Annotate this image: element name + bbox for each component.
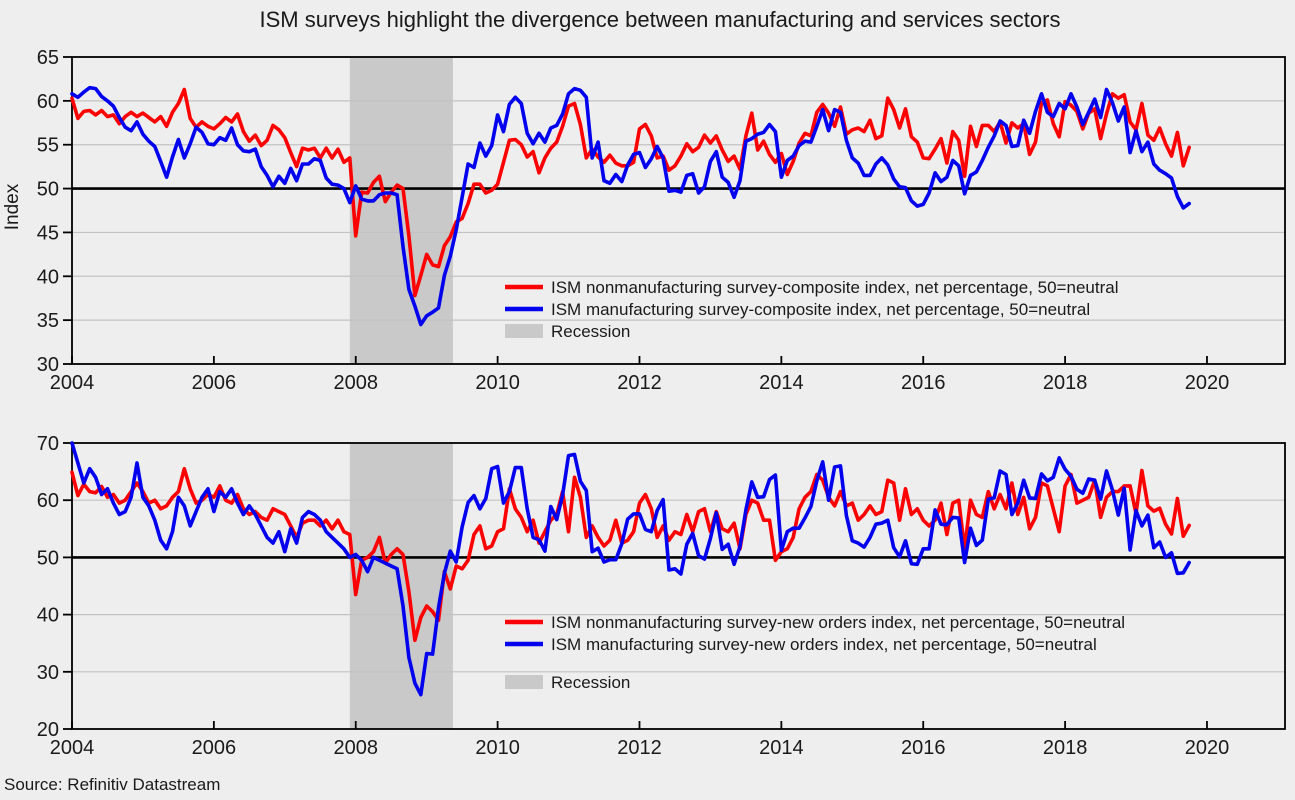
x-tick-label: 2006 xyxy=(192,737,237,759)
x-tick-label: 2020 xyxy=(1185,737,1230,759)
x-tick-label: 2008 xyxy=(333,372,378,394)
nonmanufacturing-line xyxy=(70,466,1191,643)
plot-frame xyxy=(71,56,1286,365)
y-tick-label: 40 xyxy=(37,266,59,288)
composite-index-chart: 30 35 40 45 50 55 60 65 2004 2006 2008 2010 2012 2014… xyxy=(37,47,1286,394)
y-tick-label: 60 xyxy=(37,490,59,512)
legend-label: ISM manufacturing survey-composite index… xyxy=(551,300,1090,319)
y-tick-label: 55 xyxy=(37,135,59,157)
x-tick-label: 2018 xyxy=(1043,372,1088,394)
y-tick-label: 65 xyxy=(37,47,59,69)
y-tick-label: 50 xyxy=(37,179,59,201)
x-tick-label: 2016 xyxy=(901,737,946,759)
y-tick-label: 50 xyxy=(37,547,59,569)
source-note: Source: Refinitiv Datastream xyxy=(4,775,220,794)
legend-recession-swatch xyxy=(505,324,543,338)
legend-recession-label: Recession xyxy=(551,322,630,341)
x-tick-label: 2014 xyxy=(759,372,804,394)
chart-title: ISM surveys highlight the divergence bet… xyxy=(260,7,1061,32)
legend-recession-label: Recession xyxy=(551,673,630,692)
x-tick-label: 2016 xyxy=(901,372,946,394)
y-tick-label: 70 xyxy=(37,433,59,455)
x-tick-label: 2004 xyxy=(50,737,95,759)
y-tick-label: 40 xyxy=(37,605,59,627)
y-tick-label: 45 xyxy=(37,222,59,244)
manufacturing-line xyxy=(70,441,1191,697)
y-tick-label: 30 xyxy=(37,662,59,684)
x-tick-label: 2014 xyxy=(759,737,804,759)
plot-frame xyxy=(71,442,1286,730)
x-tick-label: 2006 xyxy=(192,372,237,394)
y-tick-label: 35 xyxy=(37,310,59,332)
y-axis-label: Index xyxy=(2,183,23,230)
legend-label: ISM manufacturing survey-new orders inde… xyxy=(551,635,1097,654)
x-tick-label: 2008 xyxy=(333,737,378,759)
legend-label: ISM nonmanufacturing survey-composite in… xyxy=(551,278,1118,297)
y-tick-label: 20 xyxy=(37,719,59,741)
x-tick-label: 2010 xyxy=(475,372,520,394)
x-tick-label: 2012 xyxy=(617,737,662,759)
x-tick-label: 2020 xyxy=(1185,372,1230,394)
manufacturing-line xyxy=(70,85,1191,327)
legend-label: ISM nonmanufacturing survey-new orders i… xyxy=(551,613,1125,632)
y-tick-label: 30 xyxy=(37,354,59,376)
y-tick-label: 60 xyxy=(37,91,59,113)
x-tick-label: 2012 xyxy=(617,372,662,394)
recession-band xyxy=(349,57,453,364)
legend-recession-swatch xyxy=(505,675,543,689)
x-tick-label: 2010 xyxy=(475,737,520,759)
nonmanufacturing-line xyxy=(70,87,1191,298)
x-tick-label: 2018 xyxy=(1043,737,1088,759)
new-orders-index-chart: 20 30 40 50 60 70 2004 2006 2008 2010 2012 2014 2016… xyxy=(37,433,1286,759)
x-tick-label: 2004 xyxy=(50,372,95,394)
